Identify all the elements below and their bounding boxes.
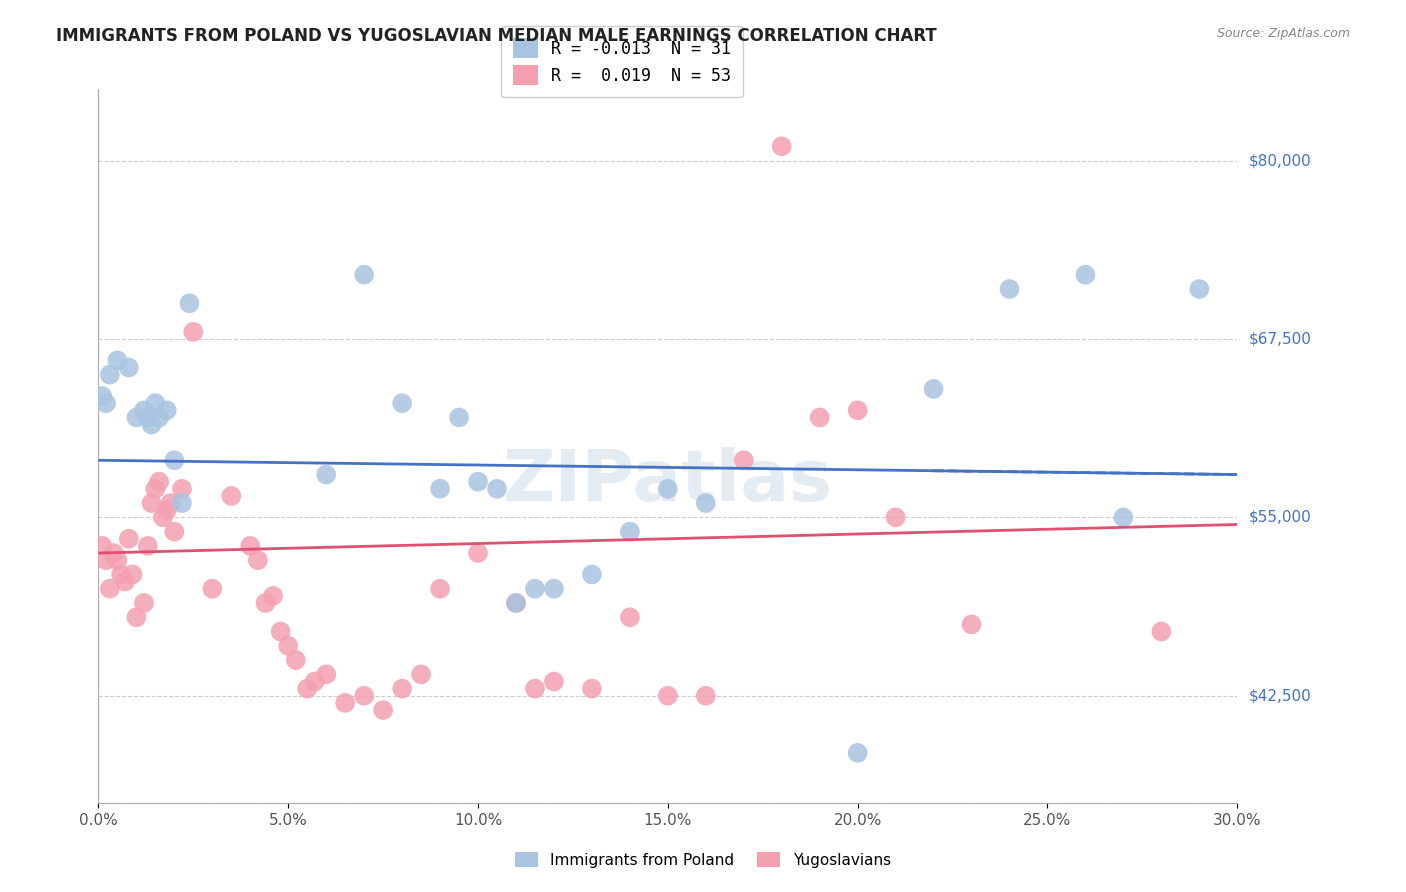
Point [391,681,413,696]
Point [284,653,307,667]
Point [156,403,179,417]
Point [353,268,375,282]
Point [277,639,299,653]
Point [486,482,509,496]
Legend: R = -0.013  N = 31, R =  0.019  N = 53: R = -0.013 N = 31, R = 0.019 N = 53 [502,26,744,97]
Text: ZIPatlas: ZIPatlas [503,447,832,516]
Point [183,325,205,339]
Point [467,475,489,489]
Point [543,674,565,689]
Point [94,553,117,567]
Point [1074,268,1097,282]
Point [179,296,201,310]
Point [118,532,141,546]
Point [121,567,143,582]
Point [1150,624,1173,639]
Point [110,567,132,582]
Point [170,482,193,496]
Point [505,596,527,610]
Point [145,396,167,410]
Point [132,596,155,610]
Point [524,681,547,696]
Point [239,539,262,553]
Point [114,574,136,589]
Point [391,396,413,410]
Point [221,489,243,503]
Point [429,582,451,596]
Point [846,746,869,760]
Point [315,667,337,681]
Point [505,596,527,610]
Point [132,403,155,417]
Point [118,360,141,375]
Point [429,482,451,496]
Point [152,510,174,524]
Point [657,689,679,703]
Point [524,582,547,596]
Point [335,696,357,710]
Text: $55,000: $55,000 [1249,510,1312,524]
Text: $42,500: $42,500 [1249,689,1312,703]
Point [619,524,641,539]
Point [98,582,121,596]
Text: Source: ZipAtlas.com: Source: ZipAtlas.com [1216,27,1350,40]
Text: $67,500: $67,500 [1249,332,1312,346]
Point [884,510,907,524]
Point [148,410,170,425]
Point [125,610,148,624]
Point [846,403,869,417]
Point [270,624,292,639]
Point [98,368,121,382]
Point [922,382,945,396]
Point [107,553,129,567]
Point [163,453,186,467]
Point [543,582,565,596]
Point [353,689,375,703]
Point [125,410,148,425]
Point [657,482,679,496]
Text: IMMIGRANTS FROM POLAND VS YUGOSLAVIAN MEDIAN MALE EARNINGS CORRELATION CHART: IMMIGRANTS FROM POLAND VS YUGOSLAVIAN ME… [56,27,936,45]
Point [254,596,277,610]
Point [411,667,433,681]
Point [145,482,167,496]
Point [581,567,603,582]
Point [107,353,129,368]
Point [695,689,717,703]
Point [733,453,755,467]
Point [103,546,125,560]
Point [170,496,193,510]
Point [998,282,1021,296]
Point [141,496,163,510]
Point [1112,510,1135,524]
Point [1188,282,1211,296]
Point [246,553,269,567]
Point [467,546,489,560]
Point [304,674,326,689]
Point [163,524,186,539]
Point [159,496,181,510]
Point [770,139,793,153]
Point [94,396,117,410]
Text: $80,000: $80,000 [1249,153,1312,168]
Point [91,539,114,553]
Point [297,681,319,696]
Point [581,681,603,696]
Point [91,389,114,403]
Point [156,503,179,517]
Point [960,617,983,632]
Point [148,475,170,489]
Point [371,703,394,717]
Point [695,496,717,510]
Point [136,410,159,425]
Point [808,410,831,425]
Point [619,610,641,624]
Point [141,417,163,432]
Point [262,589,284,603]
Point [136,539,159,553]
Point [449,410,471,425]
Legend: Immigrants from Poland, Yugoslavians: Immigrants from Poland, Yugoslavians [508,844,898,875]
Point [201,582,224,596]
Point [315,467,337,482]
